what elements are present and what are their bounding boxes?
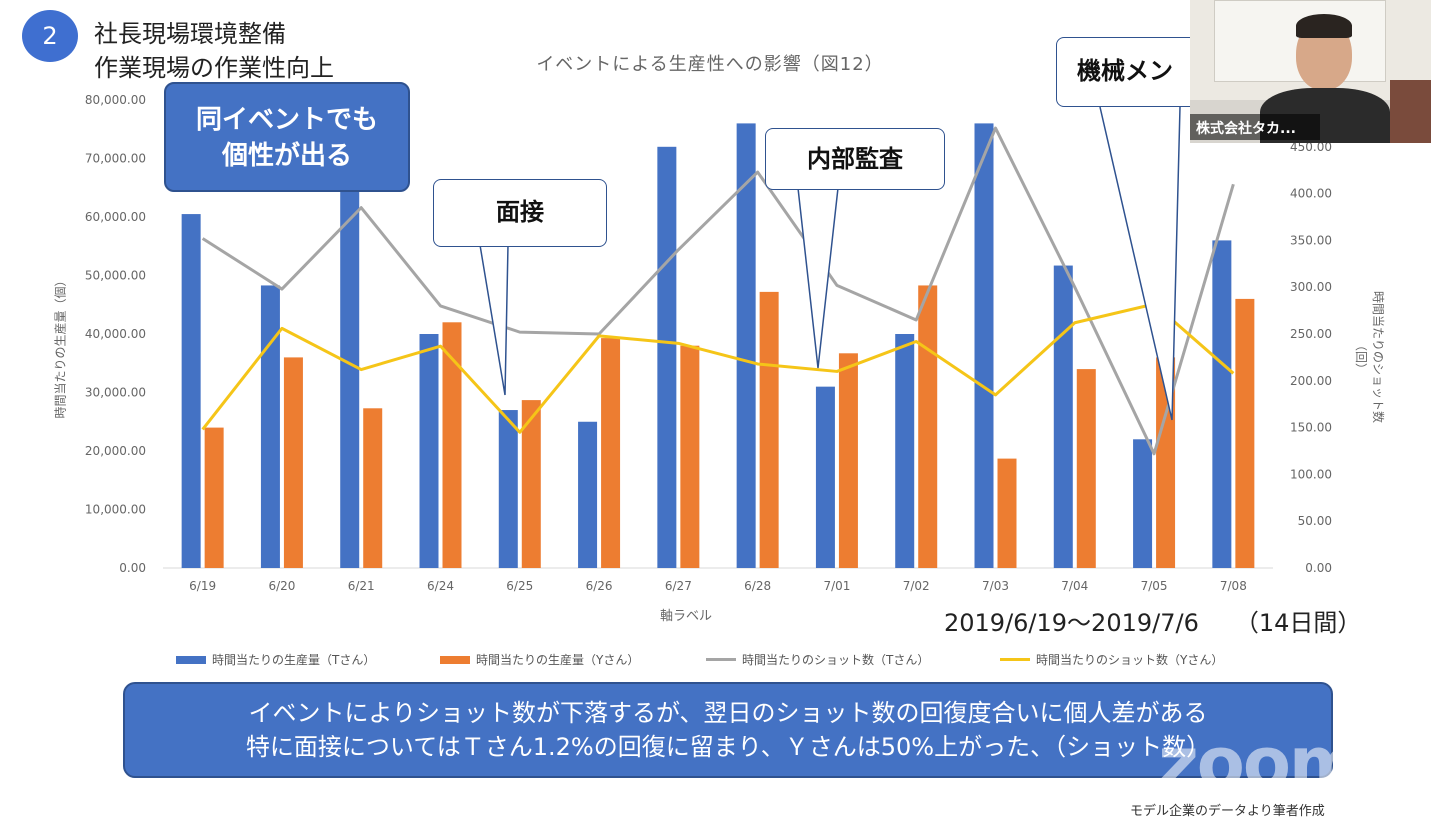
y-axis-left-label: 時間当たりの生産量（個）	[53, 274, 68, 419]
bar-t-production	[815, 386, 835, 568]
legend-label: 時間当たりのショット数（Yさん）	[1036, 653, 1224, 667]
x-tick-label: 7/08	[1220, 579, 1247, 593]
summary-box: イベントによりショット数が下落するが、翌日のショット数の回復度合いに個人差がある…	[123, 682, 1333, 778]
y-right-tick-label: 150.00	[1290, 421, 1332, 435]
person-hair	[1296, 14, 1352, 38]
bar-y-production	[442, 322, 462, 568]
header-subtitle: 作業現場の作業性向上	[94, 54, 334, 82]
y-right-tick-label: 300.00	[1290, 280, 1332, 294]
video-chair	[1390, 80, 1431, 143]
bar-y-production	[283, 357, 303, 568]
source-note: モデル企業のデータより筆者作成	[1130, 804, 1325, 819]
y-right-tick-label: 50.00	[1298, 514, 1332, 528]
legend-y-production: 時間当たりの生産量（Yさん）	[440, 651, 639, 668]
bar-y-production	[1235, 298, 1255, 568]
y-right-tick-label: 100.00	[1290, 467, 1332, 481]
bar-t-production	[260, 285, 280, 568]
participant-video[interactable]: 株式会社タカ...	[1190, 0, 1431, 143]
y-left-tick-label: 40,000.00	[85, 327, 146, 341]
bar-y-production	[204, 427, 224, 568]
y-left-tick-label: 80,000.00	[85, 93, 146, 107]
legend-swatch-orange	[440, 655, 470, 664]
y-left-tick-label: 60,000.00	[85, 210, 146, 224]
zoom-watermark: zoom	[1158, 722, 1362, 804]
x-tick-label: 6/26	[586, 579, 613, 593]
x-tick-label: 6/25	[506, 579, 533, 593]
legend-swatch-yellow	[1000, 658, 1030, 661]
y-right-tick-label: 400.00	[1290, 187, 1332, 201]
bar-t-production	[1212, 240, 1232, 568]
y-axis-right-label: 時間当たりのショット数（回）	[1354, 290, 1385, 423]
x-tick-label: 6/19	[189, 579, 216, 593]
bar-y-production	[363, 408, 383, 568]
x-tick-label: 7/05	[1141, 579, 1168, 593]
bar-t-production	[1053, 265, 1073, 568]
y-left-tick-label: 0.00	[119, 561, 146, 575]
legend-label: 時間当たりの生産量（Tさん）	[212, 653, 376, 667]
x-axis-label: 軸ラベル	[660, 609, 713, 624]
participant-name: 株式会社タカ...	[1196, 121, 1296, 137]
date-range: 2019/6/19～2019/7/6 （14日間）	[944, 609, 1362, 637]
bar-t-production	[578, 421, 598, 568]
y-left-tick-label: 30,000.00	[85, 386, 146, 400]
participant-name-plate	[1190, 114, 1320, 140]
y-left-tick-label: 50,000.00	[85, 269, 146, 283]
y-left-tick-label: 10,000.00	[85, 503, 146, 517]
bar-t-production	[181, 214, 201, 568]
header-title: 社長現場環境整備	[94, 20, 286, 48]
line-y-shots	[201, 302, 1235, 434]
bar-y-production	[601, 338, 621, 568]
x-tick-label: 7/04	[1061, 579, 1088, 593]
summary-line-2: 特に面接についてはＴさん1.2%の回復に留まり、Ｙさんは50%上がった、（ショッ…	[245, 733, 1211, 761]
bar-y-production	[1076, 369, 1096, 568]
x-tick-label: 6/24	[427, 579, 454, 593]
x-tick-label: 6/21	[348, 579, 375, 593]
section-number-badge: 2	[22, 10, 78, 62]
legend-y-shots: 時間当たりのショット数（Yさん）	[1000, 651, 1223, 668]
x-tick-label: 7/01	[823, 579, 850, 593]
y-right-tick-label: 350.00	[1290, 233, 1332, 247]
y-right-tick-label: 0.00	[1305, 561, 1332, 575]
callout-interview: 面接	[433, 179, 607, 247]
legend-label: 時間当たりのショット数（Tさん）	[742, 653, 930, 667]
x-tick-label: 7/02	[903, 579, 930, 593]
x-tick-label: 6/20	[268, 579, 295, 593]
y-right-tick-label: 450.00	[1290, 140, 1332, 154]
bar-y-production	[759, 291, 779, 568]
chart-title: イベントによる生産性への影響（図12）	[536, 54, 884, 75]
legend-swatch-gray	[706, 658, 736, 661]
x-tick-label: 6/28	[744, 579, 771, 593]
bar-y-production	[918, 285, 938, 568]
legend-swatch-blue	[176, 655, 206, 664]
y-right-tick-label: 200.00	[1290, 374, 1332, 388]
y-left-tick-label: 20,000.00	[85, 444, 146, 458]
bar-t-production	[895, 334, 915, 568]
bar-y-production	[680, 345, 700, 568]
bar-t-production	[657, 146, 677, 569]
bar-t-production	[419, 334, 439, 568]
bar-t-production	[736, 123, 756, 569]
legend-label: 時間当たりの生産量（Yさん）	[476, 653, 640, 667]
bar-t-production	[974, 123, 994, 569]
callout-individuality: 同イベントでも 個性が出る	[164, 82, 410, 192]
summary-line-1: イベントによりショット数が下落するが、翌日のショット数の回復度合いに個人差がある	[248, 699, 1208, 727]
legend-t-shots: 時間当たりのショット数（Tさん）	[706, 651, 929, 668]
bar-t-production	[340, 181, 360, 568]
bar-t-production	[498, 410, 518, 568]
bar-y-production	[521, 400, 541, 568]
x-tick-label: 7/03	[982, 579, 1009, 593]
callout-internal-audit: 内部監査	[765, 128, 945, 190]
line-t-shots	[201, 126, 1235, 456]
bar-y-production	[838, 353, 858, 568]
y-right-tick-label: 250.00	[1290, 327, 1332, 341]
x-tick-label: 6/27	[665, 579, 692, 593]
bar-t-production	[1133, 439, 1153, 568]
legend-t-production: 時間当たりの生産量（Tさん）	[176, 651, 375, 668]
y-left-tick-label: 70,000.00	[85, 152, 146, 166]
bar-y-production	[997, 458, 1017, 568]
